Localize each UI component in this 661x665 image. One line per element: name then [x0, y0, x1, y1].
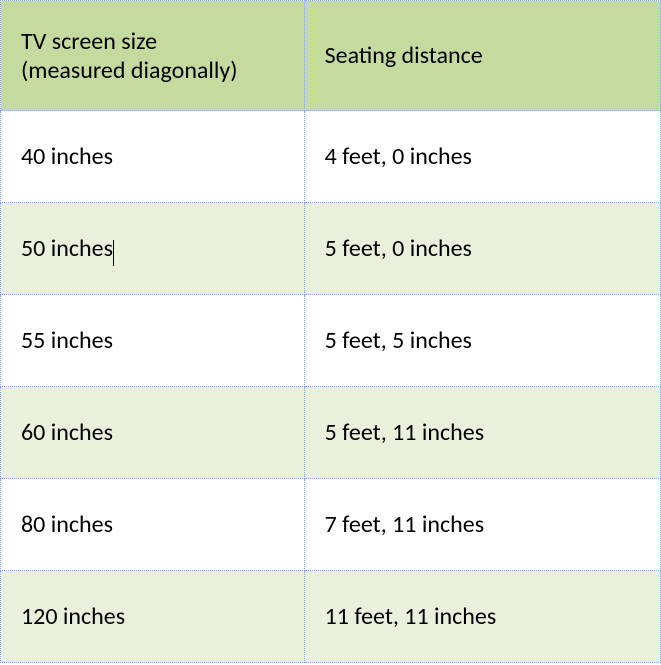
text-cursor: [113, 240, 114, 266]
cell-screen-size: 55 inches: [1, 295, 305, 387]
data-table: TV screen size (measured diagonally) Sea…: [0, 0, 661, 663]
cell-seating-distance: 5 feet, 11 inches: [304, 387, 660, 479]
cell-screen-size: 40 inches: [1, 111, 305, 203]
column-header-screen-size: TV screen size (measured diagonally): [1, 1, 305, 111]
cell-seating-distance: 5 feet, 5 inches: [304, 295, 660, 387]
table-row: 50 inches5 feet, 0 inches: [1, 203, 661, 295]
table-row: 60 inches5 feet, 11 inches: [1, 387, 661, 479]
cell-seating-distance: 5 feet, 0 inches: [304, 203, 660, 295]
cell-seating-distance: 7 feet, 11 inches: [304, 479, 660, 571]
cell-screen-size: 60 inches: [1, 387, 305, 479]
table-header-row: TV screen size (measured diagonally) Sea…: [1, 1, 661, 111]
cell-screen-size: 80 inches: [1, 479, 305, 571]
tv-distance-table: TV screen size (measured diagonally) Sea…: [0, 0, 661, 663]
cell-seating-distance: 4 feet, 0 inches: [304, 111, 660, 203]
column-header-seating-distance: Seating distance: [304, 1, 660, 111]
header-line1: TV screen size: [21, 27, 157, 56]
table-row: 55 inches5 feet, 5 inches: [1, 295, 661, 387]
cell-screen-size: 50 inches: [1, 203, 305, 295]
table-row: 40 inches4 feet, 0 inches: [1, 111, 661, 203]
header-line2: (measured diagonally): [21, 56, 238, 85]
cell-screen-size: 120 inches: [1, 571, 305, 663]
cell-seating-distance: 11 feet, 11 inches: [304, 571, 660, 663]
table-row: 80 inches7 feet, 11 inches: [1, 479, 661, 571]
table-row: 120 inches11 feet, 11 inches: [1, 571, 661, 663]
